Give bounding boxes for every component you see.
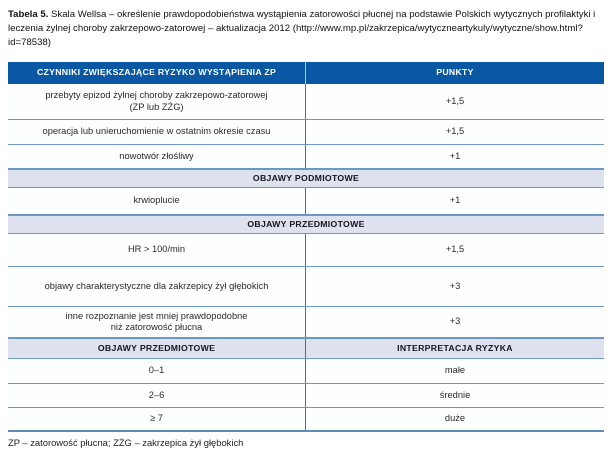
table-row: 0–1 małe [8, 359, 604, 384]
section-header-left-label: OBJAWY PRZEDMIOTOWE [8, 339, 306, 358]
score-range: ≥ 7 [8, 408, 306, 430]
table-row: inne rozpoznanie jest mniej prawdopodobn… [8, 307, 604, 338]
score-range: 0–1 [8, 359, 306, 383]
row-points: +1,5 [445, 95, 465, 106]
table-row: nowotwór złośliwy +1 [8, 145, 604, 169]
row-points: +1,5 [445, 126, 465, 137]
row-points: +1,5 [445, 244, 465, 255]
table-row: ≥ 7 duże [8, 408, 604, 432]
section-header-row-two-columns: OBJAWY PRZEDMIOTOWE INTERPRETACJA RYZYKA [8, 338, 604, 359]
row-label-line2: niż zatorowość płucna [110, 322, 203, 332]
risk-interpretation: duże [444, 413, 466, 424]
risk-interpretation: małe [444, 365, 466, 376]
row-label: operacja lub unieruchomienie w ostatnim … [8, 120, 306, 144]
column-header-points: PUNKTY [436, 67, 474, 78]
column-header-risk-factors: CZYNNIKI ZWIĘKSZAJĄCE RYZYKO WYSTĄPIENIA… [8, 62, 306, 84]
row-label: nowotwór złośliwy [8, 145, 306, 168]
section-header-label: OBJAWY PODMIOTOWE [252, 172, 360, 183]
row-points: +1 [449, 150, 461, 161]
row-label: przebyty epizod żylnej choroby zakrzepow… [8, 84, 306, 119]
table-header-row: CZYNNIKI ZWIĘKSZAJĄCE RYZYKO WYSTĄPIENIA… [8, 62, 604, 84]
table-caption-number: Tabela 5. [8, 9, 49, 20]
row-points: +3 [449, 316, 461, 327]
score-range: 2–6 [8, 384, 306, 407]
row-label: objawy charakterystyczne dla zakrzepicy … [8, 267, 306, 306]
row-label: HR > 100/min [8, 234, 306, 266]
table-row: HR > 100/min +1,5 [8, 234, 604, 267]
wells-score-table: CZYNNIKI ZWIĘKSZAJĄCE RYZYKO WYSTĄPIENIA… [8, 62, 604, 432]
row-label-line1: przebyty epizod żylnej choroby zakrzepow… [45, 90, 268, 100]
row-points: +3 [449, 280, 461, 291]
row-label-line2: (ZP lub ZŻG) [129, 101, 184, 112]
row-label: krwioplucie [8, 188, 306, 214]
row-label-line1: inne rozpoznanie jest mniej prawdopodobn… [65, 310, 248, 321]
table-row: przebyty epizod żylnej choroby zakrzepow… [8, 84, 604, 120]
row-label: inne rozpoznanie jest mniej prawdopodobn… [8, 307, 306, 337]
table-caption: Tabela 5. Skala Wellsa – określenie praw… [0, 0, 612, 50]
abbreviations-footnote: ZP – zatorowość płucna; ZŻG – zakrzepica… [8, 437, 244, 448]
table-row: 2–6 średnie [8, 384, 604, 408]
section-header-row: OBJAWY PODMIOTOWE [8, 169, 604, 188]
section-header-right-label: INTERPRETACJA RYZYKA [397, 342, 513, 353]
table-caption-text: Skala Wellsa – określenie prawdopodobień… [8, 9, 596, 48]
row-points: +1 [449, 195, 461, 206]
table-row: operacja lub unieruchomienie w ostatnim … [8, 120, 604, 145]
risk-interpretation: średnie [439, 389, 471, 400]
section-header-label: OBJAWY PRZEDMIOTOWE [247, 218, 365, 229]
table-row: krwioplucie +1 [8, 188, 604, 215]
section-header-row: OBJAWY PRZEDMIOTOWE [8, 215, 604, 234]
table-row: objawy charakterystyczne dla zakrzepicy … [8, 267, 604, 307]
